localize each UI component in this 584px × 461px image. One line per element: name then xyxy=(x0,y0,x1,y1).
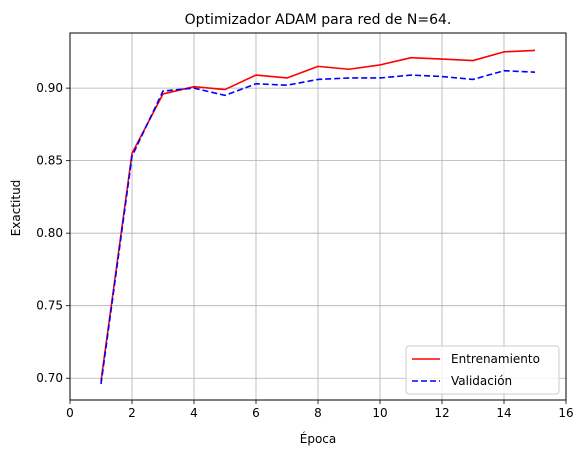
x-tick-label: 8 xyxy=(314,406,322,420)
y-tick-label: 0.75 xyxy=(36,299,63,313)
x-tick-label: 4 xyxy=(190,406,198,420)
series-line-entrenamiento xyxy=(100,49,536,382)
x-tick-label: 2 xyxy=(128,406,136,420)
chart-title: Optimizador ADAM para red de N=64. xyxy=(185,12,452,28)
legend: Entrenamiento Validación xyxy=(405,345,560,395)
legend-label-validacion: Validación xyxy=(451,374,512,388)
y-tick-label: 0.80 xyxy=(36,226,63,240)
legend-box xyxy=(405,345,560,395)
y-tick-label: 0.90 xyxy=(36,81,63,95)
x-tick-label: 10 xyxy=(372,406,387,420)
legend-label-entrenamiento: Entrenamiento xyxy=(451,352,540,366)
x-tick-label: 12 xyxy=(434,406,449,420)
y-tick-label: 0.70 xyxy=(36,371,63,385)
x-axis-label: Época xyxy=(300,431,337,446)
series-lines xyxy=(100,49,536,385)
x-tick-label: 16 xyxy=(558,406,573,420)
y-axis-label: Exactitud xyxy=(9,180,23,237)
x-tick-label: 14 xyxy=(496,406,511,420)
series-line-validacion xyxy=(100,69,536,385)
x-tick-label: 0 xyxy=(66,406,74,420)
y-tick-label: 0.85 xyxy=(36,154,63,168)
axis-ticks: 0 2 4 6 8 10 12 14 16 0.70 0.75 0.80 0.85 0.90 xyxy=(36,81,573,420)
x-tick-label: 6 xyxy=(252,406,260,420)
